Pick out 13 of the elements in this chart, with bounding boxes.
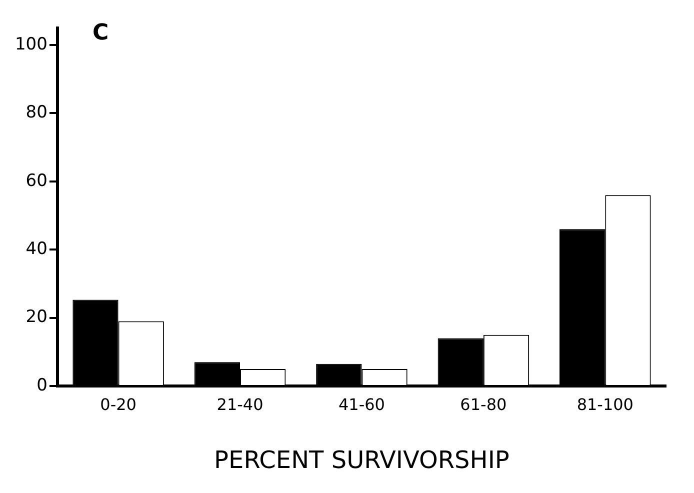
x-tick-label: 0-20 (100, 394, 136, 414)
x-tick-label: 81-100 (576, 394, 634, 414)
x-tick-label: 21-40 (216, 394, 264, 414)
y-tick-label: 20 (26, 307, 48, 328)
y-tick-label: 40 (26, 239, 48, 260)
y-tick-label: 80 (26, 102, 48, 123)
x-tick-label: 41-60 (338, 394, 385, 414)
annotation: C (92, 20, 109, 46)
y-tick-label: 100 (14, 34, 48, 54)
y-tick-label: 60 (26, 170, 48, 191)
x-tick-label: 61-80 (460, 394, 507, 414)
y-tick-label: 0 (36, 375, 48, 396)
x-axis-title: PERCENT SURVIVORSHIP (214, 446, 510, 474)
